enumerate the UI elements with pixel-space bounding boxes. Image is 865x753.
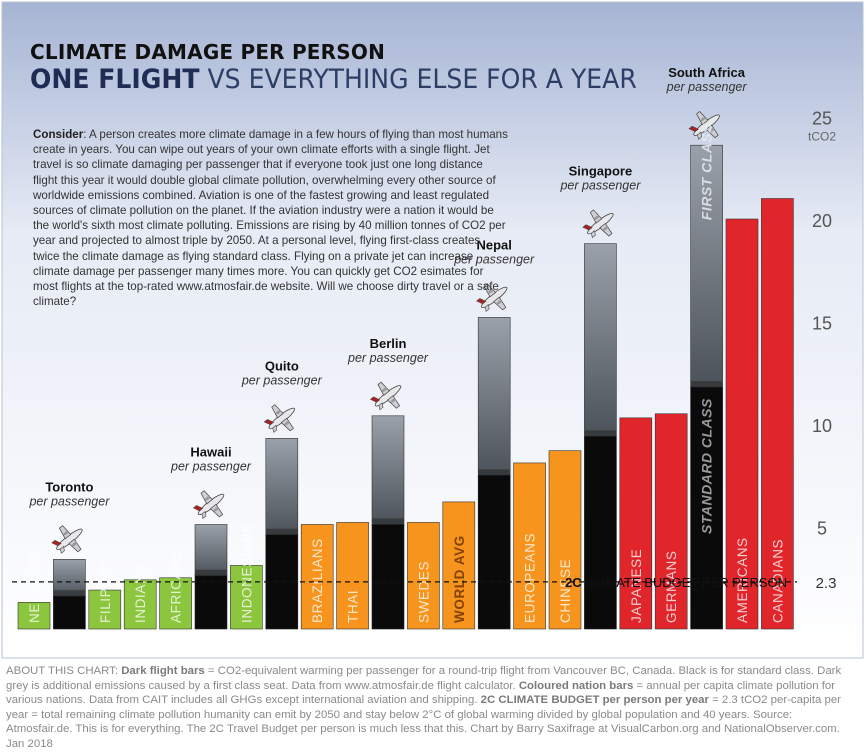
bar-swedes [407,522,440,630]
y-tick-15: 15 [812,314,832,334]
subtitle-bold: ONE FLIGHT [30,64,200,95]
chart-subtitle: ONE FLIGHT VS EVERYTHING ELSE FOR A YEAR [30,64,637,95]
y-axis-unit: tCO2 [808,130,836,144]
per-passenger-hawaii: per passenger [170,459,252,473]
footer-bold-nation: Coloured nation bars [518,679,634,692]
about-chart-footer: ABOUT THIS CHART: Dark flight bars = CO2… [6,664,858,752]
bar-filipinos [88,589,122,630]
bar-africans [159,577,192,630]
plane-south-africa-icon [688,111,720,140]
footer-text-1: = CO2-equivalent warming per passenger f… [6,665,842,692]
bar-label-germans: GERMANS [664,551,679,623]
bar-label-indonesians: INDONESIANS [239,523,254,623]
per-passenger-toronto: per passenger [28,494,110,508]
footer-intro: ABOUT THIS CHART: [6,665,122,677]
per-passenger-quito: per passenger [241,373,323,387]
bar-berlin-first-class [371,415,405,525]
bar-label-europeans: EUROPEANS [523,533,538,623]
bar-indians [123,579,157,630]
bar-label-swedes: SWEDES [416,561,431,623]
flight-label-berlin: Berlin [370,336,407,351]
bar-label-americans: AMERICANS [735,537,750,623]
chart-title: CLIMATE DAMAGE PER PERSON [30,40,386,64]
per-passenger-singapore: per passenger [559,179,641,193]
plane-berlin-icon [369,381,402,411]
bar-label-canadians: CANADIANS [770,539,785,623]
bar-hawaii-standard [194,575,228,630]
per-passenger-south-africa: per passenger [666,80,748,94]
bar-canadians [761,198,794,630]
plane-quito-icon [263,404,296,433]
bar-south-africa-standard [690,386,723,630]
bar-label-thai: THAI [346,590,361,623]
bar-chinese [548,450,582,630]
plane-nepal-icon [476,283,508,312]
bar-toronto-first-class [53,558,86,597]
consider-label: Consider [33,128,84,141]
plane-hawaii-icon [192,490,225,519]
flight-label-hawaii: Hawaii [190,444,231,459]
subtitle-rest: VS EVERYTHING ELSE FOR A YEAR [199,64,637,95]
y-tick-10: 10 [812,416,832,436]
footer-bold-flight: Dark flight bars [121,665,205,677]
plane-singapore-icon [582,209,614,239]
bar-singapore-first-class [584,243,617,437]
footer-text-3: = 2.3 tCO2 per-capita per year = total r… [6,694,841,750]
budget-tick-label: 2.3 [816,575,837,592]
y-tick-20: 20 [812,211,832,231]
bar-nepal-standard [477,474,511,630]
flight-label-nepal: Nepal [476,237,511,252]
bar-hawaii-first-class [194,524,228,577]
bar-label-chinese: CHINESE [558,559,573,623]
per-passenger-nepal: per passenger [453,252,535,266]
bar-singapore-standard [584,435,617,630]
bar-label-nepalese: NEPALESE [27,548,42,623]
bar-label-filipinos: FILIPINOS [98,552,113,623]
bar-thai [336,522,369,630]
bar-quito-first-class [265,438,299,536]
bar-berlin-standard [371,524,405,630]
bar-nepal-first-class [477,317,511,476]
bar-germans [654,413,688,630]
bar-europeans [513,462,546,630]
first-class-label: FIRST CLASS [699,123,715,220]
bar-label-africans: AFRICANS [169,550,184,623]
budget-label: 2C CLIMATE BUDGET PER PERSON [565,575,787,590]
bar-nepalese [17,602,51,630]
bar-label-japanese: JAPANESE [629,549,644,623]
footer-bold-budget: 2C CLIMATE BUDGET per person per year [480,694,709,707]
y-tick-25: 25 [812,109,832,129]
consider-paragraph: Consider: A person creates more climate … [33,127,508,309]
per-passenger-berlin: per passenger [347,351,429,365]
bar-indonesians [230,565,263,630]
flight-label-south-africa: South Africa [668,65,746,80]
bar-japanese [619,417,653,630]
bar-label-world-avg: WORLD AVG [452,535,467,623]
flight-label-singapore: Singapore [569,164,633,179]
flight-label-quito: Quito [265,358,299,373]
bar-world-avg [442,501,476,630]
footer-text-2: = annual per capita climate pollution fo… [6,679,836,707]
bar-brazilians [300,524,334,630]
flight-label-toronto: Toronto [45,479,93,494]
consider-text: : A person creates more climate damage i… [33,128,508,309]
y-tick-5: 5 [817,519,827,539]
bar-label-indians: INDIANS [133,564,148,623]
plane-toronto-icon [51,525,83,554]
bar-label-brazilians: BRAZILIANS [310,538,325,623]
standard-class-label: STANDARD CLASS [699,398,715,534]
bar-toronto-standard [53,595,86,630]
bar-south-africa-first-class [690,144,723,388]
bar-americans [725,218,759,630]
